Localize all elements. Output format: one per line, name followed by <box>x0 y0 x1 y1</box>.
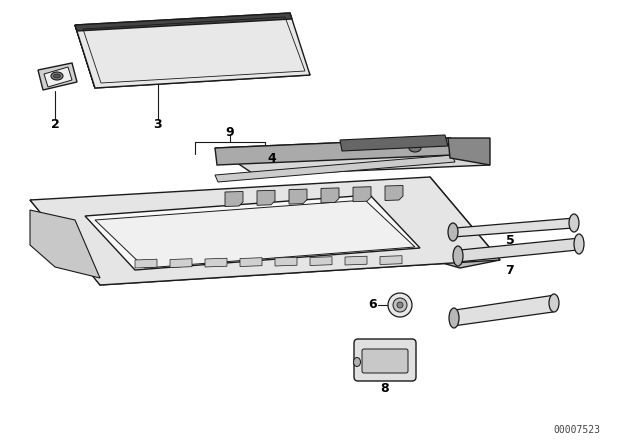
Polygon shape <box>85 195 420 270</box>
Polygon shape <box>275 257 297 266</box>
Ellipse shape <box>449 308 459 328</box>
Text: 00007523: 00007523 <box>553 425 600 435</box>
Polygon shape <box>453 218 575 237</box>
Circle shape <box>388 293 412 317</box>
Polygon shape <box>340 135 448 151</box>
Text: 3: 3 <box>154 119 163 132</box>
Ellipse shape <box>54 74 61 78</box>
Polygon shape <box>353 187 371 202</box>
Ellipse shape <box>353 358 360 366</box>
Text: 5: 5 <box>506 233 515 246</box>
Polygon shape <box>95 200 415 268</box>
Ellipse shape <box>409 144 421 152</box>
Polygon shape <box>289 189 307 204</box>
Text: 8: 8 <box>381 382 389 395</box>
Ellipse shape <box>448 223 458 241</box>
Polygon shape <box>257 190 275 205</box>
Polygon shape <box>215 155 455 182</box>
Polygon shape <box>30 177 500 285</box>
Polygon shape <box>215 138 452 165</box>
Polygon shape <box>75 25 95 88</box>
Polygon shape <box>93 69 310 88</box>
Ellipse shape <box>549 294 559 312</box>
Polygon shape <box>240 258 262 267</box>
Polygon shape <box>80 248 500 285</box>
Polygon shape <box>458 238 580 262</box>
Polygon shape <box>170 258 192 267</box>
Polygon shape <box>135 259 157 268</box>
Text: 2: 2 <box>51 119 60 132</box>
Ellipse shape <box>51 72 63 80</box>
Ellipse shape <box>453 246 463 266</box>
Polygon shape <box>30 200 135 270</box>
Polygon shape <box>75 13 310 88</box>
Text: 7: 7 <box>506 263 515 276</box>
Text: 9: 9 <box>226 125 234 138</box>
Ellipse shape <box>574 234 584 254</box>
Polygon shape <box>205 258 227 267</box>
Polygon shape <box>225 191 243 207</box>
Polygon shape <box>345 256 367 265</box>
Text: 4: 4 <box>268 151 276 164</box>
Polygon shape <box>453 295 555 326</box>
Polygon shape <box>380 256 402 264</box>
Polygon shape <box>44 67 72 87</box>
Polygon shape <box>448 138 490 165</box>
Polygon shape <box>215 138 490 175</box>
Polygon shape <box>321 188 339 203</box>
Polygon shape <box>310 257 332 266</box>
Polygon shape <box>75 13 292 31</box>
Polygon shape <box>385 185 403 201</box>
FancyBboxPatch shape <box>362 349 408 373</box>
Polygon shape <box>38 63 77 90</box>
Text: 6: 6 <box>369 298 378 311</box>
Polygon shape <box>30 210 100 278</box>
FancyBboxPatch shape <box>354 339 416 381</box>
Circle shape <box>393 298 407 312</box>
Ellipse shape <box>569 214 579 232</box>
Polygon shape <box>390 177 500 268</box>
Circle shape <box>397 302 403 308</box>
